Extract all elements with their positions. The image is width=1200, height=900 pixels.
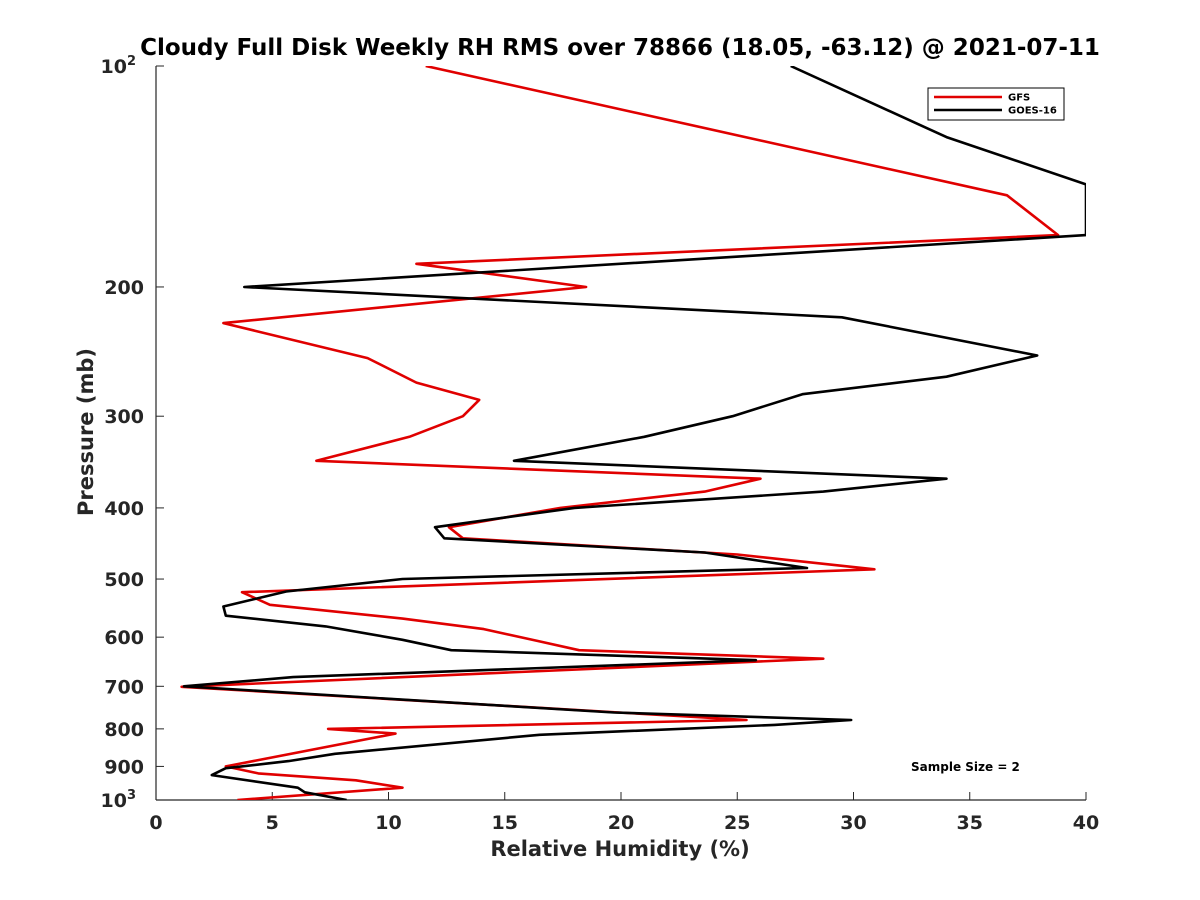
- sample-size-annotation: Sample Size = 2: [911, 760, 1020, 774]
- x-axis-label: Relative Humidity (%): [490, 837, 749, 861]
- y-tick-label: 103: [101, 788, 137, 812]
- y-tick-label: 700: [104, 676, 144, 698]
- x-tick-label: 5: [266, 812, 279, 834]
- y-axis-ticks: 102 200 300 400 500 600 700 800 900 103: [101, 54, 164, 812]
- x-tick-label: 40: [1073, 812, 1099, 834]
- y-tick-label: 102: [101, 54, 137, 78]
- x-tick-label: 35: [957, 812, 983, 834]
- x-tick-label: 10: [375, 812, 401, 834]
- x-tick-label: 30: [840, 812, 866, 834]
- y-tick-label: 600: [104, 627, 144, 649]
- legend-label-gfs: GFS: [1008, 93, 1030, 104]
- series-lines: [180, 66, 1086, 800]
- y-tick-label: 900: [104, 756, 144, 778]
- legend-label-goes16: GOES-16: [1008, 106, 1057, 117]
- y-tick-label: 500: [104, 569, 144, 591]
- legend-box: [927, 87, 1065, 121]
- x-tick-label: 25: [724, 812, 750, 834]
- chart-title: Cloudy Full Disk Weekly RH RMS over 7886…: [140, 35, 1100, 61]
- x-tick-label: 0: [149, 812, 162, 834]
- legend: GFS GOES-16: [927, 87, 1065, 121]
- y-tick-label: 800: [104, 719, 144, 741]
- series-line-goes16: [182, 66, 1086, 800]
- series-line-gfs: [180, 66, 1060, 800]
- y-tick-label: 400: [104, 498, 144, 520]
- x-tick-label: 20: [608, 812, 634, 834]
- x-tick-label: 15: [492, 812, 518, 834]
- y-tick-label: 300: [104, 406, 144, 428]
- y-axis-label: Pressure (mb): [74, 348, 98, 516]
- x-axis-ticks: 0 5 10 15 20 25 30 35 40: [149, 792, 1099, 834]
- y-tick-label: 200: [104, 277, 144, 299]
